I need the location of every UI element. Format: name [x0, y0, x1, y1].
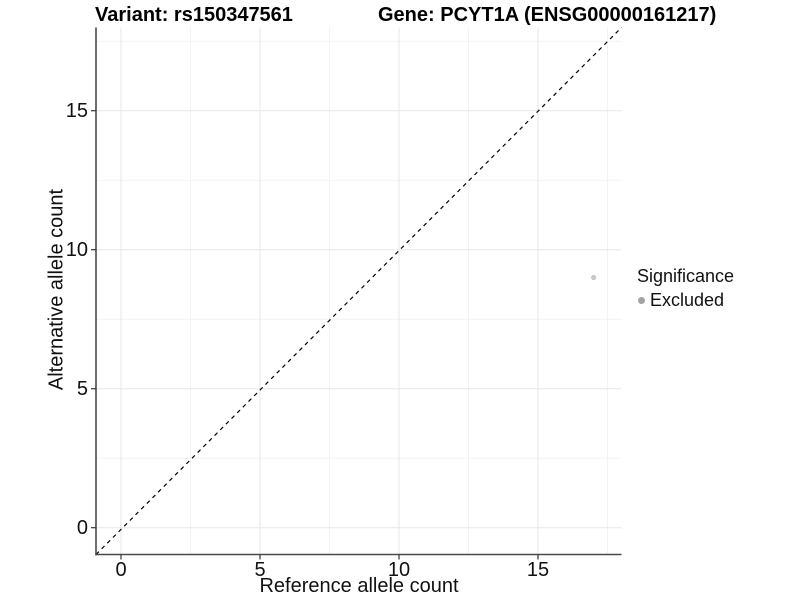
major-gridlines [96, 27, 622, 555]
y-axis-title: Alternative allele count [45, 188, 68, 391]
axis-tick-marks [91, 110, 539, 560]
legend: Significance Excluded [637, 265, 734, 311]
plot-title-variant: Variant: rs150347561 [95, 4, 293, 26]
y-tick-label-10: 10 [65, 239, 88, 261]
y-tick-label-5: 5 [76, 378, 88, 400]
axis-lines [95, 27, 622, 556]
legend-title: Significance [637, 266, 735, 286]
x-tick-label-0: 0 [115, 559, 127, 581]
plot-title-gene: Gene: PCYT1A (ENSG00000161217) [378, 4, 717, 26]
identity-reference-line [95, 27, 622, 555]
legend-item-excluded: Excluded [638, 289, 734, 311]
data-points [591, 274, 597, 281]
legend-item-label: Excluded [650, 290, 725, 310]
scatter-point [591, 274, 597, 281]
x-tick-label-15: 15 [526, 559, 550, 581]
x-tick-label-10: 10 [387, 559, 411, 581]
minor-gridlines [96, 27, 622, 555]
excluded-point-icon [638, 296, 645, 304]
x-axis-title: Reference allele count [259, 575, 459, 597]
y-tick-label-0: 0 [76, 517, 88, 539]
y-tick-label-15: 15 [65, 100, 88, 122]
x-tick-label-5: 5 [254, 559, 266, 581]
